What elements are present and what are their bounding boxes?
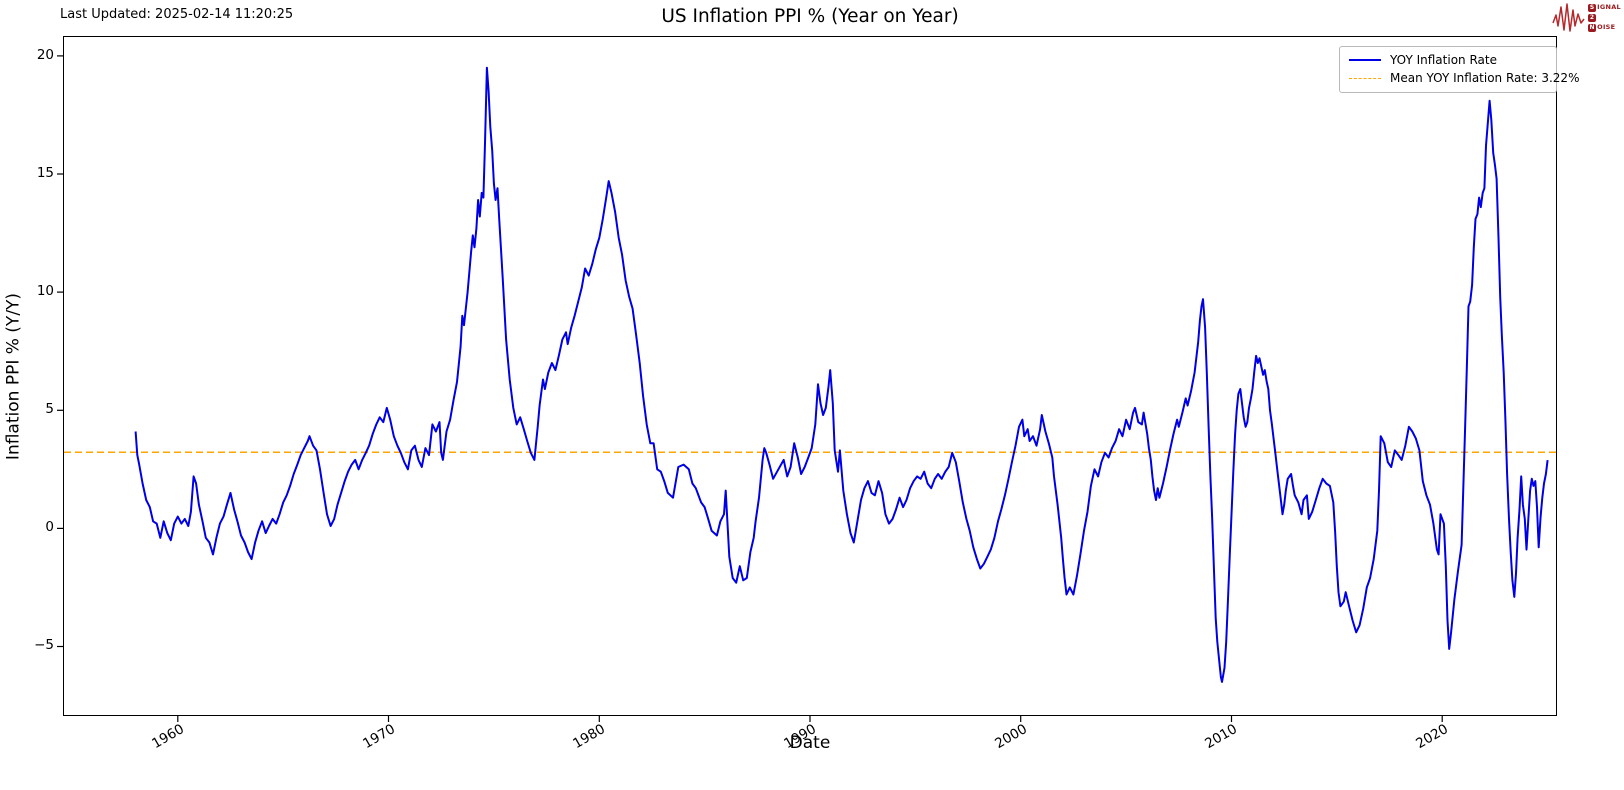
y-tick-label: −5 [34, 637, 54, 654]
waveform-icon [1552, 3, 1585, 32]
y-tick-label: 20 [36, 46, 54, 63]
legend-label: Mean YOY Inflation Rate: 3.22% [1390, 71, 1580, 85]
series-line [134, 66, 1549, 683]
y-axis-label: Inflation PPI % (Y/Y) [3, 292, 24, 461]
logo-word-noise: N OISE [1588, 22, 1616, 32]
chart-title: US Inflation PPI % (Year on Year) [661, 6, 959, 27]
legend-line-swatch [1349, 59, 1381, 61]
logo-word-2: 2 [1588, 13, 1597, 22]
y-tick-label: 0 [45, 519, 54, 536]
signal2noise-logo: S IGNAL 2 N OISE [1551, 2, 1621, 32]
legend-label: YOY Inflation Rate [1390, 53, 1497, 67]
y-tick-label: 10 [36, 283, 54, 300]
logo-word-signal: S IGNAL [1588, 2, 1621, 12]
y-tick-label: 5 [45, 401, 54, 418]
legend: YOY Inflation Rate Mean YOY Inflation Rat… [1339, 46, 1579, 93]
legend-item: Mean YOY Inflation Rate: 3.22% [1340, 69, 1579, 87]
legend-item: YOY Inflation Rate [1340, 51, 1556, 69]
y-tick-label: 15 [36, 165, 54, 182]
logo-text: S IGNAL 2 N OISE [1588, 3, 1621, 32]
chart-canvas [57, 55, 1556, 722]
plot-area [57, 36, 1557, 722]
x-axis-label: Date [789, 733, 831, 753]
legend-dashed-line-swatch [1349, 77, 1381, 79]
last-updated-text: Last Updated: 2025-02-14 11:20:25 [60, 7, 294, 22]
